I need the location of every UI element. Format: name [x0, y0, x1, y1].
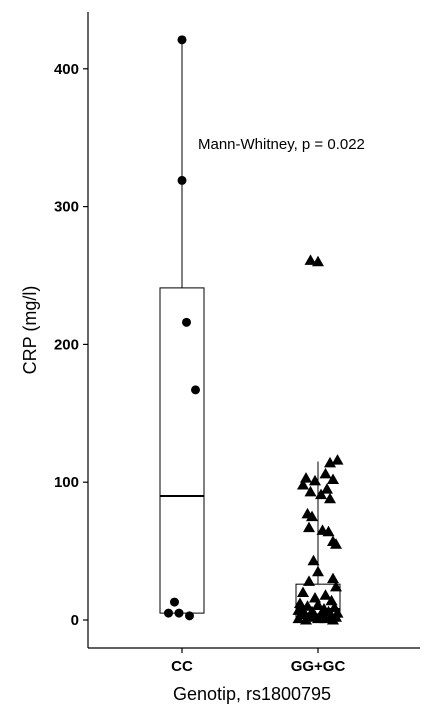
data-point	[294, 597, 306, 608]
data-point	[324, 456, 336, 468]
data-point	[297, 478, 309, 490]
y-tick-label: 100	[54, 474, 79, 491]
plot-area	[159, 35, 344, 625]
data-point	[327, 614, 339, 625]
data-point	[303, 575, 315, 586]
data-point	[304, 485, 317, 497]
data-point	[330, 538, 342, 549]
axes: 0 100 200 300 400 CC GG+GC	[54, 12, 420, 675]
data-point	[307, 554, 320, 566]
data-point	[309, 474, 321, 486]
x-tick-label: GG+GC	[291, 658, 346, 675]
data-point	[312, 612, 324, 624]
y-tick-label: 400	[54, 61, 79, 78]
data-point	[322, 525, 335, 537]
y-axis-title: CRP (mg/l)	[20, 286, 40, 375]
data-point	[304, 254, 317, 265]
data-point	[327, 473, 339, 484]
data-point	[297, 586, 309, 597]
data-point	[174, 608, 184, 618]
data-point	[300, 472, 312, 483]
y-tick-label: 200	[54, 336, 79, 353]
data-point	[177, 35, 187, 45]
data-point	[182, 317, 191, 327]
data-point	[331, 454, 344, 465]
data-point	[315, 488, 327, 500]
data-point	[191, 385, 200, 395]
data-point	[185, 611, 194, 621]
data-point	[303, 521, 315, 533]
x-axis-title: Genotip, rs1800795	[173, 684, 331, 704]
data-point	[312, 255, 324, 267]
data-point	[164, 608, 173, 618]
data-point	[300, 614, 312, 625]
data-point	[327, 572, 339, 584]
data-point	[309, 591, 321, 603]
data-point	[324, 492, 336, 504]
data-point	[312, 598, 324, 610]
y-tick-label: 0	[71, 612, 79, 629]
y-tick-label: 300	[54, 199, 79, 216]
data-point	[321, 483, 333, 494]
x-tick-label: CC	[171, 658, 193, 675]
annotation-text: Mann-Whitney, p = 0.022	[198, 136, 365, 153]
data-point	[170, 597, 179, 607]
data-point	[292, 612, 305, 624]
box-0	[159, 287, 205, 614]
data-point	[319, 589, 332, 600]
data-point	[312, 565, 324, 577]
data-point	[177, 175, 187, 185]
data-point	[319, 467, 332, 479]
data-point	[330, 580, 342, 592]
data-point	[306, 510, 318, 522]
